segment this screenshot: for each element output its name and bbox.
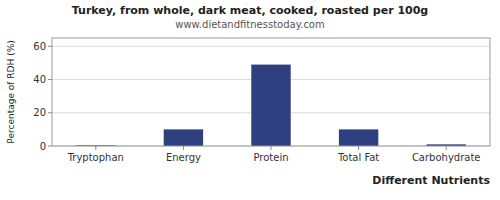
- bar: [339, 129, 378, 146]
- y-axis-label: Percentage of RDH (%): [6, 40, 16, 143]
- y-tick: [48, 112, 52, 113]
- grid-line: [52, 46, 490, 47]
- bar: [164, 129, 203, 146]
- x-tick-label: Carbohydrate: [412, 152, 481, 163]
- bars: [76, 65, 466, 146]
- x-axis-label: Different Nutrients: [372, 174, 490, 187]
- subtitle: www.dietandfitnesstoday.com: [175, 19, 324, 30]
- title: Turkey, from whole, dark meat, cooked, r…: [72, 4, 428, 17]
- bar: [251, 65, 290, 146]
- chart: Turkey, from whole, dark meat, cooked, r…: [0, 0, 500, 200]
- y-tick-label: 40: [33, 74, 46, 85]
- x-tick: [95, 146, 96, 150]
- y-tick: [48, 46, 52, 47]
- x-tick-label: Tryptophan: [67, 152, 124, 163]
- x-tick: [358, 146, 359, 150]
- x-tick-label: Protein: [253, 152, 288, 163]
- y-tick: [48, 146, 52, 147]
- x-tick: [446, 146, 447, 150]
- y-tick-label: 0: [40, 141, 46, 152]
- x-tick-label: Energy: [166, 152, 201, 163]
- grid: [52, 46, 490, 146]
- plot-frame: [52, 38, 490, 146]
- y-tick-label: 20: [33, 107, 46, 118]
- x-tick-label: Total Fat: [337, 152, 379, 163]
- y-tick: [48, 79, 52, 80]
- y-tick-label: 60: [33, 41, 46, 52]
- x-tick: [271, 146, 272, 150]
- x-tick: [183, 146, 184, 150]
- background: [0, 0, 500, 200]
